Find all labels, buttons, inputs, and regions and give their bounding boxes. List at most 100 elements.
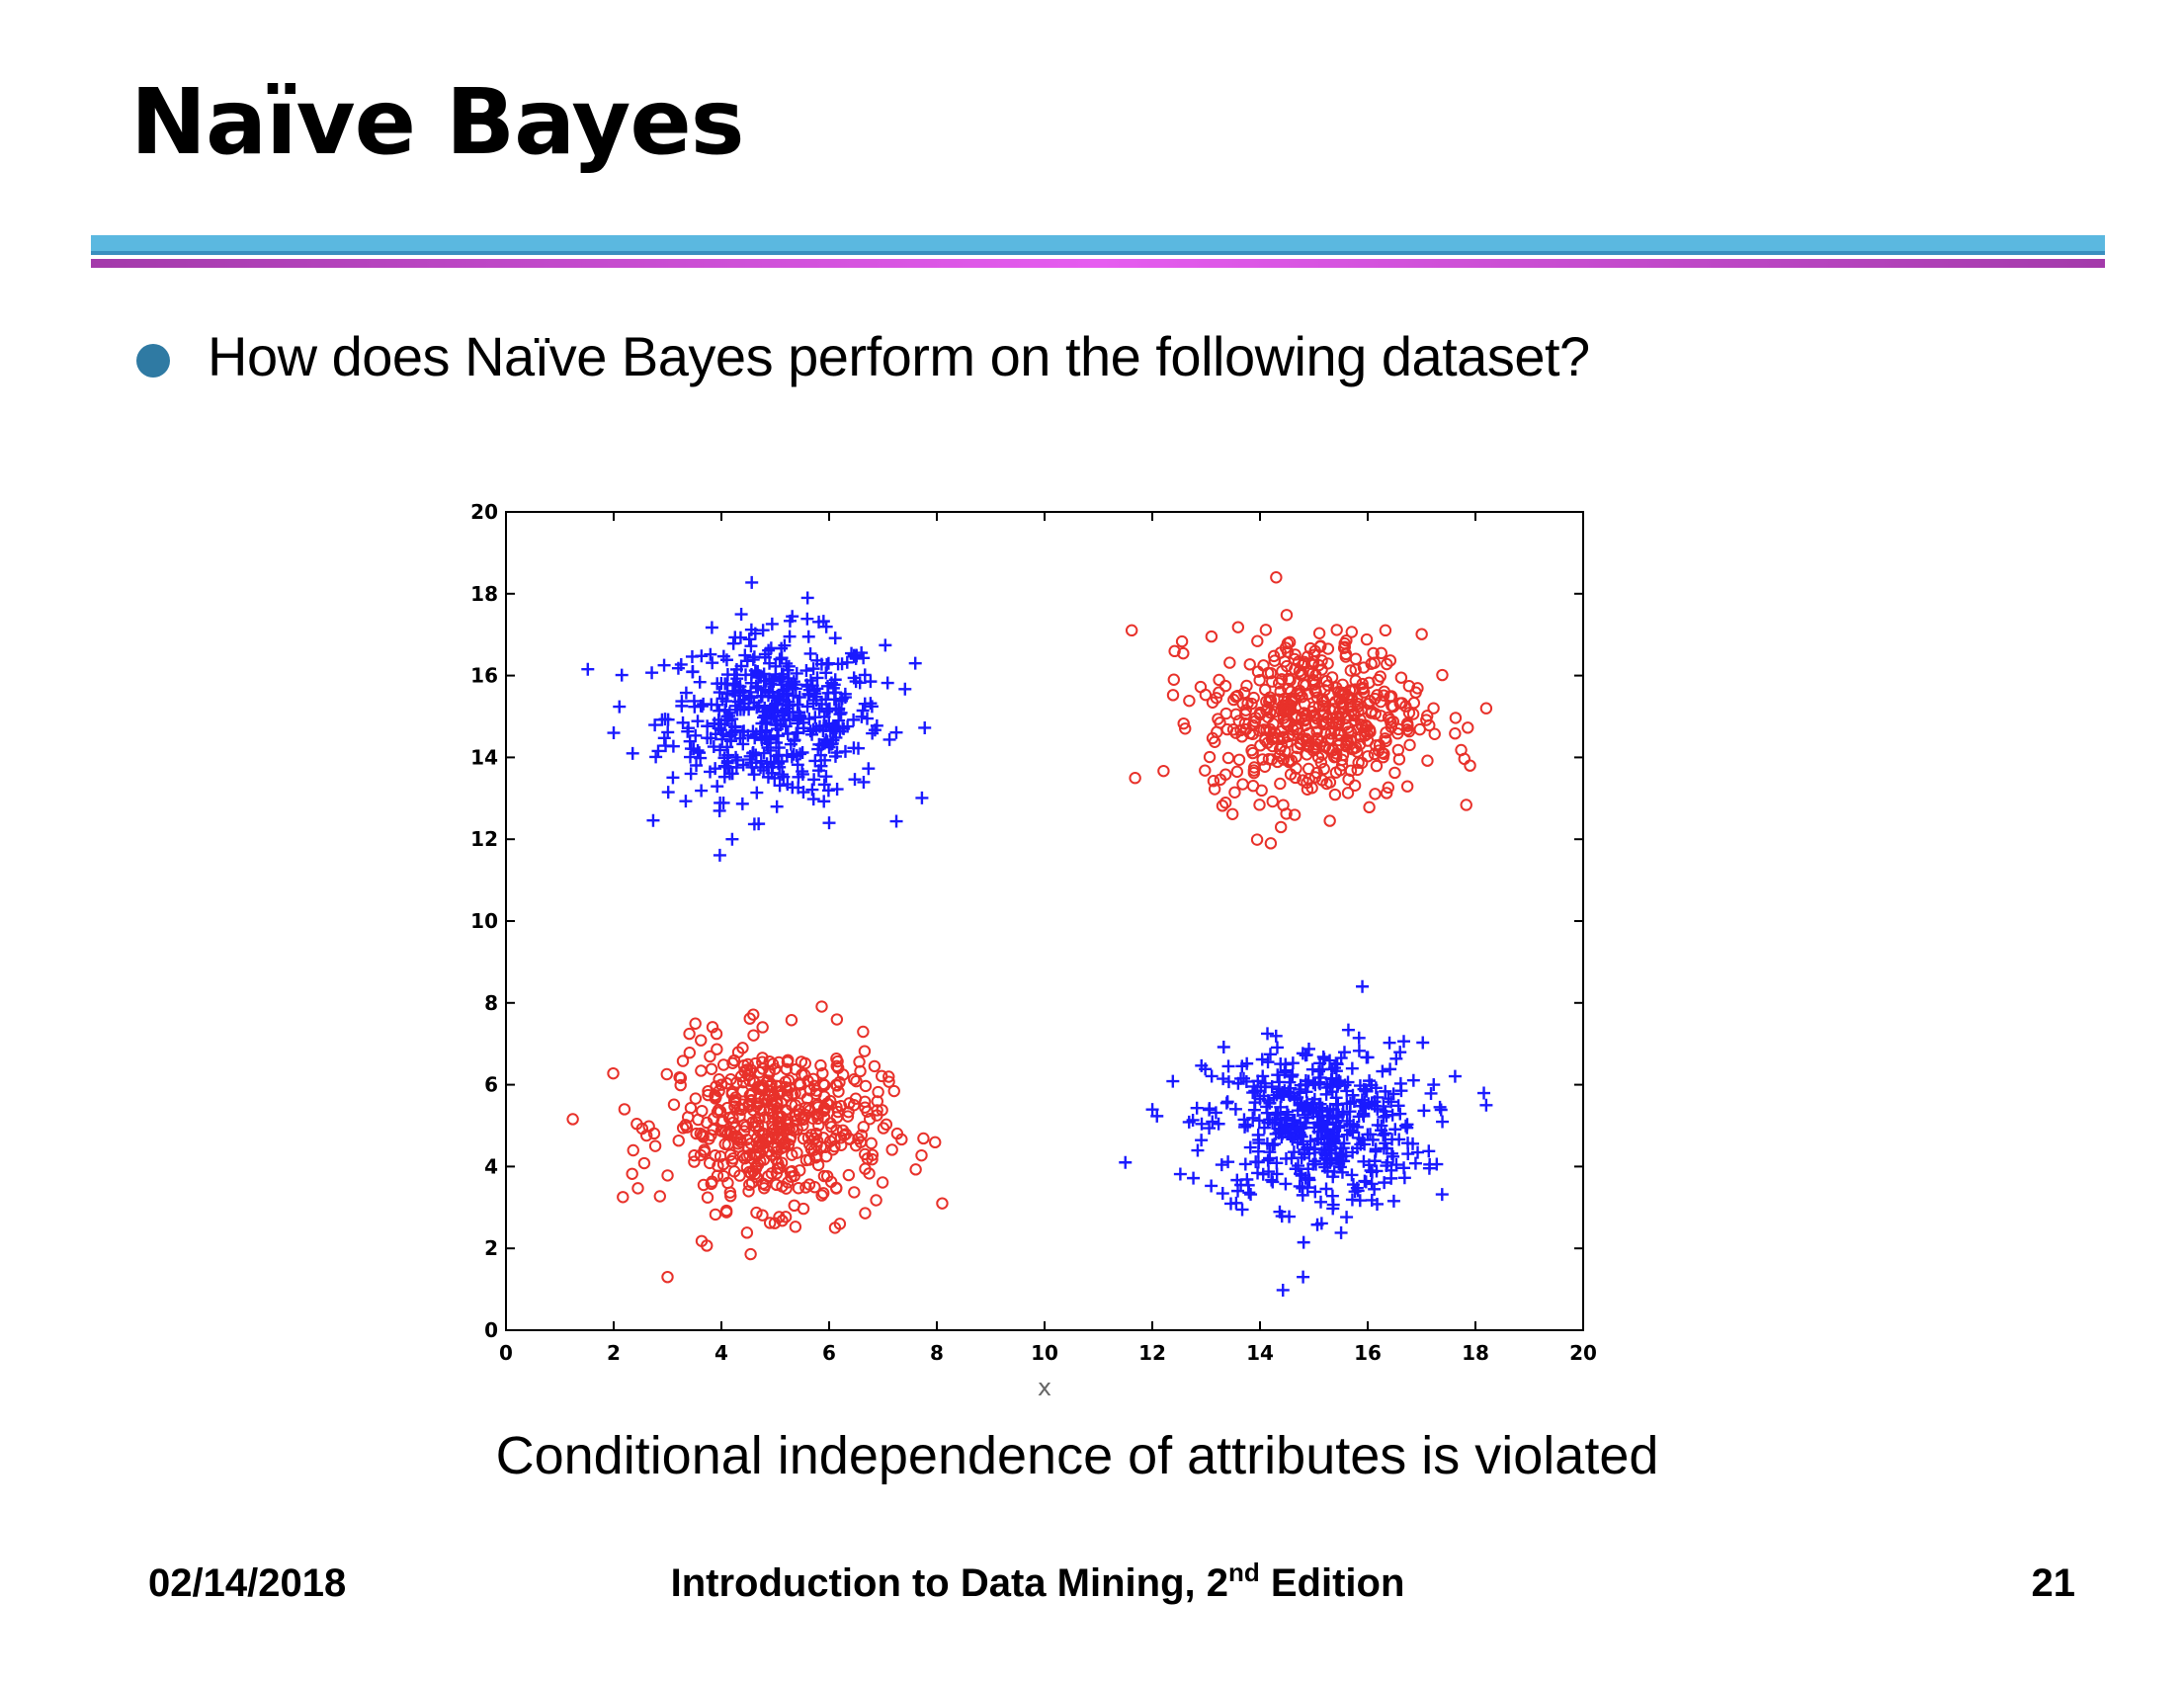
data-point-circle bbox=[1253, 674, 1266, 687]
data-point-circle bbox=[1340, 633, 1353, 647]
data-point-plus bbox=[819, 770, 833, 784]
data-point-plus bbox=[1195, 1134, 1209, 1147]
data-point-plus bbox=[1150, 1109, 1164, 1123]
data-point-plus bbox=[770, 736, 784, 750]
data-point-plus bbox=[1221, 1059, 1235, 1073]
data-point-circle bbox=[758, 1182, 771, 1195]
data-point-plus bbox=[806, 662, 820, 676]
data-point-plus bbox=[771, 728, 785, 742]
data-point-circle bbox=[1296, 690, 1308, 704]
y-tick-label: 18 bbox=[470, 582, 498, 606]
data-point-plus bbox=[1314, 1217, 1328, 1230]
data-point-plus bbox=[1166, 1074, 1180, 1088]
data-point-circle bbox=[1360, 632, 1374, 646]
data-point-plus bbox=[1393, 1107, 1407, 1121]
data-point-plus bbox=[918, 720, 932, 734]
data-point-plus bbox=[1278, 1065, 1292, 1079]
data-point-plus bbox=[810, 653, 824, 667]
data-point-circle bbox=[1336, 686, 1350, 700]
data-point-circle bbox=[789, 1221, 802, 1233]
data-point-plus bbox=[695, 649, 709, 663]
data-point-circle bbox=[706, 1021, 719, 1034]
footer-course-title: Introduction to Data Mining, 2nd Edition bbox=[0, 1558, 2075, 1606]
data-point-plus bbox=[821, 784, 835, 798]
data-point-plus bbox=[865, 700, 879, 714]
data-point-plus bbox=[1313, 1056, 1327, 1070]
data-point-circle bbox=[834, 1132, 848, 1144]
data-point-plus bbox=[1319, 1182, 1333, 1196]
data-point-circle bbox=[786, 1165, 798, 1178]
data-point-circle bbox=[917, 1132, 930, 1145]
data-point-plus bbox=[1316, 1116, 1330, 1130]
data-point-plus bbox=[716, 796, 730, 809]
data-point-plus bbox=[796, 746, 809, 760]
data-point-circle bbox=[1307, 674, 1321, 688]
data-point-plus bbox=[1288, 1093, 1302, 1107]
data-point-circle bbox=[816, 1066, 829, 1080]
data-point-plus bbox=[1345, 1061, 1359, 1075]
data-point-circle bbox=[1316, 700, 1330, 713]
data-point-plus bbox=[1324, 1139, 1338, 1153]
data-point-circle bbox=[627, 1143, 639, 1157]
data-point-circle bbox=[756, 1021, 769, 1034]
data-point-plus bbox=[1386, 1133, 1399, 1146]
data-point-plus bbox=[645, 666, 659, 680]
data-point-circle bbox=[696, 1129, 710, 1141]
data-point-plus bbox=[736, 725, 750, 739]
data-point-plus bbox=[855, 710, 869, 723]
title-rule-purple bbox=[91, 259, 2105, 268]
data-point-plus bbox=[822, 816, 836, 830]
data-point-plus bbox=[728, 678, 742, 692]
footer-course-title-suffix: Edition bbox=[1259, 1561, 1405, 1605]
data-point-plus bbox=[1345, 1193, 1359, 1207]
data-point-circle bbox=[1260, 723, 1273, 736]
data-point-circle bbox=[1250, 833, 1264, 846]
data-point-circle bbox=[1449, 727, 1462, 740]
x-tick-label: 14 bbox=[1246, 1341, 1274, 1365]
data-point-plus bbox=[1286, 1056, 1300, 1070]
data-point-circle bbox=[1373, 738, 1386, 752]
data-point-circle bbox=[1297, 774, 1309, 787]
data-point-plus bbox=[772, 757, 786, 771]
data-point-plus bbox=[684, 750, 697, 764]
data-point-circle bbox=[1205, 630, 1218, 643]
data-point-plus bbox=[718, 716, 732, 730]
data-point-circle bbox=[765, 1078, 778, 1091]
data-point-circle bbox=[1400, 717, 1414, 730]
data-point-circle bbox=[1294, 688, 1306, 701]
data-point-plus bbox=[773, 779, 787, 793]
x-tick-label: 2 bbox=[607, 1341, 621, 1365]
data-point-circle bbox=[740, 1226, 754, 1239]
data-point-circle bbox=[1247, 691, 1260, 705]
data-point-plus bbox=[649, 750, 663, 764]
data-point-plus bbox=[1337, 1137, 1351, 1150]
data-point-circle bbox=[1275, 739, 1288, 752]
data-point-circle bbox=[870, 1194, 882, 1207]
data-point-circle bbox=[689, 1017, 702, 1030]
data-point-plus bbox=[1393, 1076, 1407, 1090]
data-point-circle bbox=[631, 1182, 644, 1195]
data-point-circle bbox=[858, 1045, 872, 1057]
data-point-circle bbox=[1226, 723, 1240, 736]
data-point-circle bbox=[775, 1121, 788, 1135]
data-point-circle bbox=[1230, 765, 1244, 779]
data-point-plus bbox=[581, 662, 595, 676]
data-point-plus bbox=[758, 709, 772, 722]
data-point-circle bbox=[1211, 725, 1223, 738]
data-point-circle bbox=[1300, 709, 1312, 721]
data-point-plus bbox=[1352, 1131, 1366, 1144]
data-point-plus bbox=[806, 793, 820, 806]
data-point-circle bbox=[1310, 738, 1323, 751]
data-point-plus bbox=[879, 638, 892, 652]
data-point-plus bbox=[1411, 1145, 1425, 1159]
data-point-circle bbox=[1267, 649, 1281, 663]
data-point-circle bbox=[1166, 689, 1180, 702]
data-point-plus bbox=[1365, 1165, 1379, 1179]
data-point-plus bbox=[679, 795, 693, 808]
data-point-plus bbox=[1274, 1100, 1288, 1114]
data-point-plus bbox=[746, 746, 760, 760]
data-point-plus bbox=[889, 725, 903, 739]
data-point-plus bbox=[793, 691, 806, 705]
data-point-circle bbox=[1288, 808, 1302, 821]
data-point-plus bbox=[735, 797, 749, 810]
